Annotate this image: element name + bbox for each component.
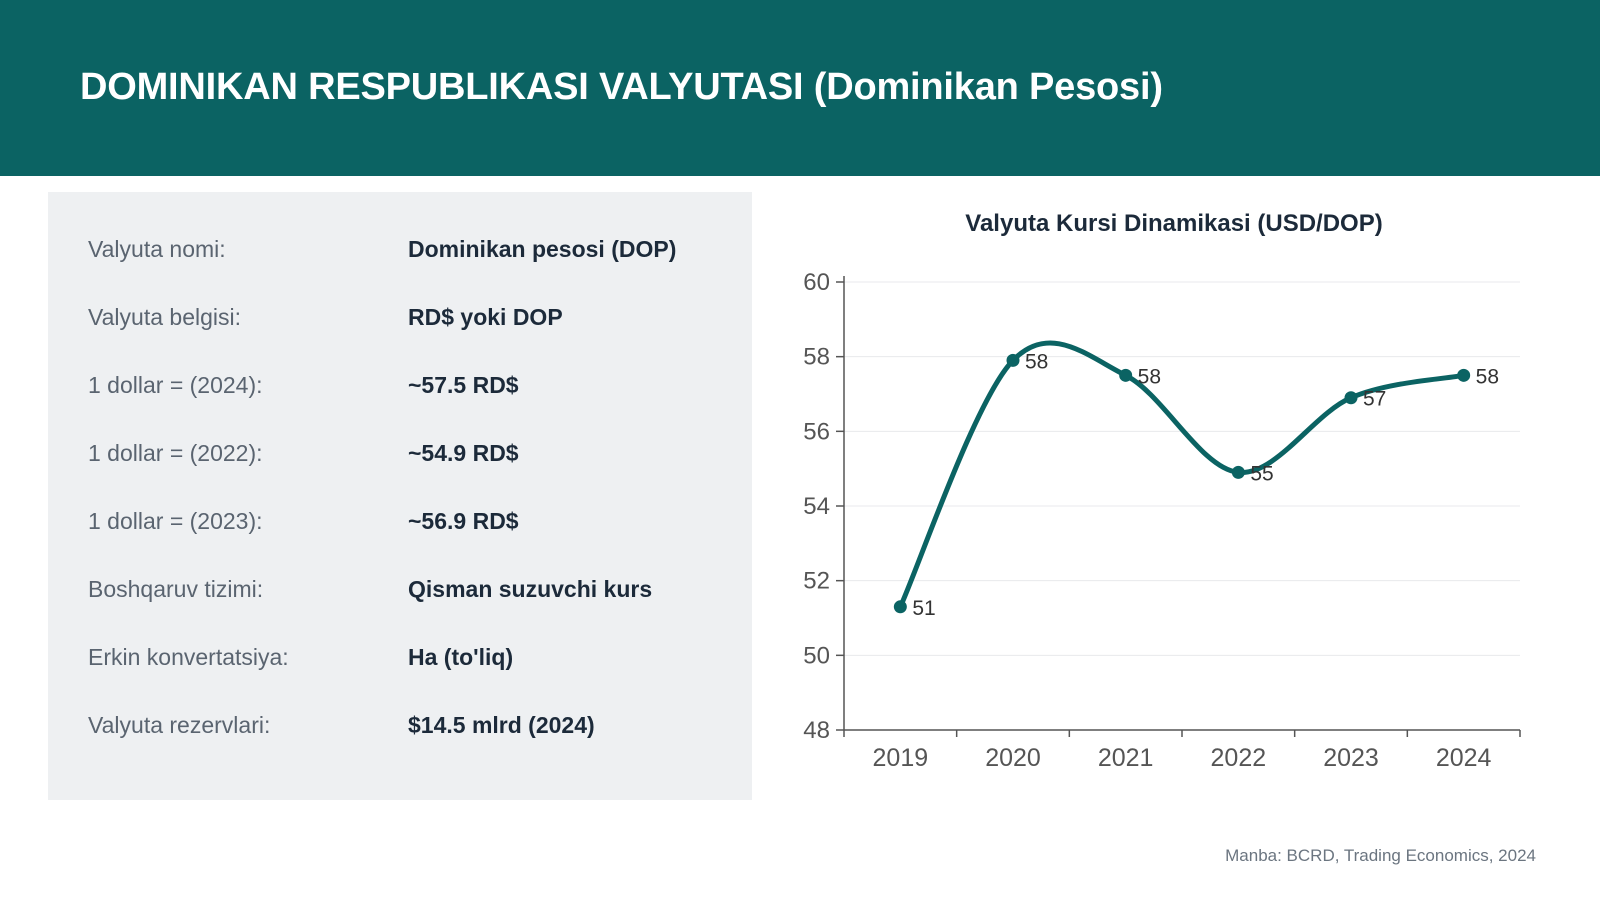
info-value: Qisman suzuvchi kurs (408, 576, 653, 602)
info-value: ~57.5 RD$ (408, 372, 519, 398)
y-tick-label: 48 (803, 717, 830, 744)
x-tick-label: 2024 (1436, 744, 1492, 772)
header-bar: DOMINIKAN RESPUBLIKASI VALYUTASI (Domini… (0, 0, 1600, 176)
info-label: Valyuta nomi: (88, 236, 226, 262)
x-tick-label: 2022 (1211, 744, 1267, 772)
info-label: Valyuta belgisi: (88, 304, 241, 330)
info-value: ~56.9 RD$ (408, 508, 519, 534)
info-row: Valyuta rezervlari: $14.5 mlrd (2024) (48, 704, 752, 744)
info-row: 1 dollar = (2023): ~56.9 RD$ (48, 500, 752, 540)
info-value: Ha (to'liq) (408, 644, 514, 670)
data-point (1457, 368, 1471, 382)
y-tick-label: 56 (803, 418, 830, 445)
chart-title: Valyuta Kursi Dinamikasi (USD/DOP) (965, 210, 1383, 237)
data-label: 57 (1363, 388, 1386, 411)
data-label: 58 (1476, 365, 1499, 388)
data-label: 51 (912, 597, 935, 620)
info-value: Dominikan pesosi (DOP) (408, 236, 677, 262)
info-label: Boshqaruv tizimi: (88, 576, 264, 602)
info-value: $14.5 mlrd (2024) (408, 712, 595, 738)
info-row: Erkin konvertatsiya: Ha (to'liq) (48, 636, 752, 676)
source-note: Manba: BCRD, Trading Economics, 2024 (1225, 846, 1536, 865)
data-point (1006, 353, 1020, 367)
x-tick-label: 2023 (1323, 744, 1379, 772)
exchange-rate-chart: Valyuta Kursi Dinamikasi (USD/DOP) 48 50 5… (784, 196, 1564, 796)
y-tick-label: 50 (803, 642, 830, 669)
info-label: 1 dollar = (2023): (88, 508, 263, 534)
info-panel: Valyuta nomi: Dominikan pesosi (DOP) Val… (48, 192, 752, 800)
info-label: Valyuta rezervlari: (88, 712, 271, 738)
data-point (1231, 465, 1245, 479)
info-value: RD$ yoki DOP (408, 304, 563, 330)
info-label: Erkin konvertatsiya: (88, 644, 289, 670)
x-tick-label: 2021 (1098, 744, 1154, 772)
y-tick-label: 54 (803, 493, 830, 520)
y-tick-label: 58 (803, 344, 830, 371)
data-label: 55 (1250, 462, 1273, 485)
data-point (1344, 391, 1358, 405)
data-label: 58 (1025, 350, 1048, 373)
y-tick-label: 52 (803, 568, 830, 595)
chart-canvas: 48 50 52 54 56 58 60 2019 2020 2021 2022 2023 2024 51… (803, 269, 1521, 772)
info-row: Valyuta nomi: Dominikan pesosi (DOP) (48, 228, 752, 268)
info-row: Boshqaruv tizimi: Qisman suzuvchi kurs (48, 568, 752, 608)
data-label: 58 (1138, 365, 1161, 388)
x-tick-label: 2019 (873, 744, 929, 772)
info-label: 1 dollar = (2022): (88, 440, 263, 466)
info-value: ~54.9 RD$ (408, 440, 519, 466)
data-point (1119, 368, 1133, 382)
info-row: 1 dollar = (2024): ~57.5 RD$ (48, 364, 752, 404)
x-tick-label: 2020 (985, 744, 1041, 772)
page-title: DOMINIKAN RESPUBLIKASI VALYUTASI (Domini… (80, 66, 1163, 108)
info-label: 1 dollar = (2024): (88, 372, 263, 398)
data-point (893, 600, 907, 614)
series-line (897, 340, 1467, 610)
info-row: Valyuta belgisi: RD$ yoki DOP (48, 296, 752, 336)
info-row: 1 dollar = (2022): ~54.9 RD$ (48, 432, 752, 472)
y-tick-label: 60 (803, 269, 830, 296)
